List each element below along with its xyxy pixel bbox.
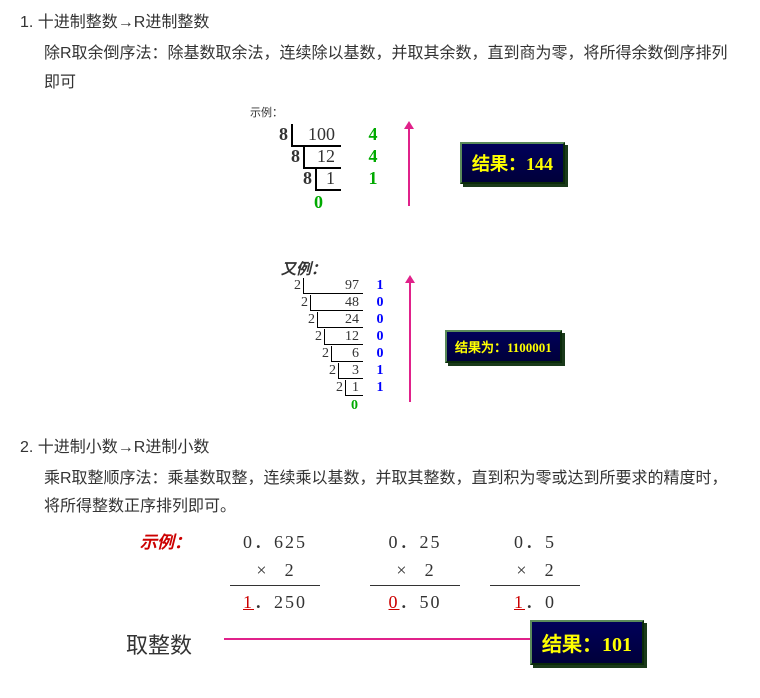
example-2-figure: 又例： 29712480224021202602312110 结果为：11000… (285, 258, 760, 423)
section-1-desc: 除R取余倒序法：除基数取余法，连续除以基数，并取其余数，直到商为零，将所得余数倒… (44, 40, 740, 98)
remainder: 0 (373, 346, 387, 362)
divisor: 8 (282, 146, 300, 167)
division-row: 212 0 (306, 329, 387, 346)
result-box-2: 结果为：1100001 (445, 330, 562, 363)
multiplication-column: 0．5×21．0 (490, 528, 580, 614)
final-zero: 0 (351, 398, 387, 414)
result-label: 结果： (542, 634, 602, 656)
multiplier: 2 (285, 560, 294, 581)
multiplicand: 0．5 (490, 528, 580, 554)
divisor: 2 (285, 278, 301, 294)
dividend: 12 (303, 146, 341, 169)
divisor: 2 (306, 329, 322, 345)
multiplication-column: 0．625×21．250 (230, 528, 320, 614)
multiplicand: 0．25 (370, 528, 460, 554)
remainder: 1 (373, 278, 387, 294)
multiplier-line: ×2 (490, 560, 580, 581)
remainder: 1 (373, 380, 387, 396)
multiplication-column: 0．25×20．50 (370, 528, 460, 614)
dividend: 1 (345, 380, 363, 396)
multiplier-line: ×2 (370, 560, 460, 581)
rule-line (370, 585, 460, 586)
dividend: 1 (315, 168, 341, 191)
division-row: 811 (294, 168, 381, 190)
example-label: 示例： (250, 104, 740, 120)
multiplicand: 0．625 (230, 528, 320, 554)
division-row: 224 0 (299, 312, 387, 329)
dividend: 97 (303, 278, 363, 294)
ex1-division-steps: 8100481248110 (270, 124, 381, 213)
result-label: 结果为： (455, 340, 507, 355)
division-row: 248 0 (292, 295, 387, 312)
division-row: 8100 4 (270, 124, 381, 146)
multiplier: 2 (425, 560, 434, 581)
result-label: 结果： (472, 154, 526, 174)
divisor: 2 (292, 295, 308, 311)
division-row: 297 1 (285, 278, 387, 295)
integer-part: 1 (514, 592, 525, 612)
product: 1．250 (230, 588, 320, 614)
remainder: 1 (373, 363, 387, 379)
ex2-division-steps: 29712480224021202602312110 (285, 278, 387, 414)
remainder: 4 (365, 124, 381, 145)
division-row: 260 (313, 346, 387, 363)
integer-part: 0 (389, 592, 400, 612)
integer-part: 1 (243, 592, 254, 612)
section-1: 1. 十进制整数→R进制整数 除R取余倒序法：除基数取余法，连续除以基数，并取其… (20, 8, 740, 423)
result-box-3: 结果：101 (530, 620, 644, 665)
arrow-up-icon (408, 128, 410, 206)
section-2-desc: 乘R取整顺序法：乘基数取整，连续乘以基数，并取其整数，直到积为零或达到所要求的精… (44, 465, 740, 523)
dividend: 12 (324, 329, 363, 345)
remainder: 0 (373, 312, 387, 328)
section-1-title: 1. 十进制整数→R进制整数 (20, 8, 740, 32)
divisor: 8 (270, 124, 288, 145)
divisor: 2 (327, 380, 343, 396)
remainder: 4 (365, 146, 381, 167)
multiplier-line: ×2 (230, 560, 320, 581)
times-sign: × (516, 560, 526, 581)
divisor: 2 (299, 312, 315, 328)
dividend: 100 (291, 124, 341, 147)
remainder: 0 (373, 329, 387, 345)
product: 0．50 (370, 588, 460, 614)
multiplier: 2 (545, 560, 554, 581)
times-sign: × (396, 560, 406, 581)
divisor: 2 (313, 346, 329, 362)
arrow-up-icon (409, 282, 411, 402)
fraction-part: ．50 (400, 592, 442, 612)
fraction-part: ．250 (254, 592, 307, 612)
divisor: 2 (320, 363, 336, 379)
remainder: 0 (373, 295, 387, 311)
rule-line (230, 585, 320, 586)
youli-label: 又例： (281, 258, 760, 279)
rule-line (490, 585, 580, 586)
result-box-1: 结果：144 (460, 142, 565, 184)
quzheng-label: 取整数 (126, 628, 192, 660)
division-row: 812 4 (282, 146, 381, 168)
section-2: 2. 十进制小数→R进制小数 乘R取整顺序法：乘基数取整，连续乘以基数，并取其整… (20, 433, 740, 659)
final-zero: 0 (314, 192, 381, 213)
dividend: 3 (338, 363, 363, 379)
example-1-figure: 8100481248110 结果：144 (270, 124, 750, 244)
section-2-title: 2. 十进制小数→R进制小数 (20, 433, 740, 457)
remainder: 1 (365, 168, 381, 189)
fraction-part: ．0 (525, 592, 556, 612)
dividend: 6 (331, 346, 363, 362)
result-value: 144 (526, 154, 553, 174)
division-row: 211 (327, 380, 387, 397)
dividend: 24 (317, 312, 363, 328)
divisor: 8 (294, 168, 312, 189)
dividend: 48 (310, 295, 363, 311)
times-sign: × (256, 560, 266, 581)
result-value: 1100001 (507, 340, 552, 355)
shili-label: 示例： (140, 528, 191, 553)
result-value: 101 (602, 634, 632, 656)
division-row: 231 (320, 363, 387, 380)
example-3-figure: 示例： 0．625×21．2500．25×20．500．5×21．0 取整数 结… (120, 528, 740, 658)
product: 1．0 (490, 588, 580, 614)
